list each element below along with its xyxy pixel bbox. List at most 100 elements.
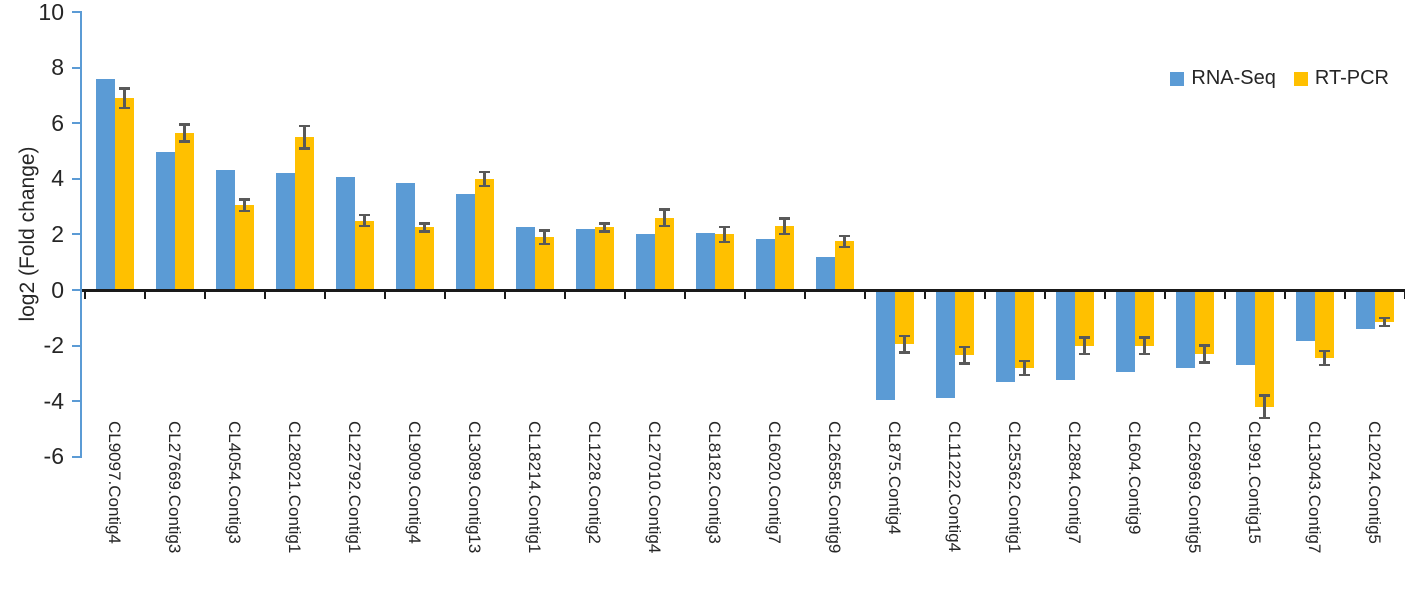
y-axis-tick xyxy=(72,344,80,347)
bar-rt-pcr xyxy=(1015,290,1034,368)
x-axis-category-label: CL991.Contig15 xyxy=(1245,421,1264,544)
error-bar-cap-bottom xyxy=(119,106,130,110)
error-bar-cap-top xyxy=(959,345,970,349)
error-bar-line xyxy=(243,199,246,211)
bar-rna-seq xyxy=(216,170,235,290)
y-axis-title: log2 (Fold change) xyxy=(16,146,39,322)
x-axis-tick xyxy=(804,291,806,299)
x-axis-tick xyxy=(744,291,746,299)
error-bar-cap-top xyxy=(119,87,130,90)
bar-rt-pcr xyxy=(475,178,494,290)
bar-rt-pcr xyxy=(415,227,434,290)
error-bar-cap-bottom xyxy=(1079,352,1090,356)
error-bar-cap-bottom xyxy=(839,245,850,249)
x-axis-category-label: CL27669.Contig3 xyxy=(165,421,184,554)
y-axis-tick-label: 2 xyxy=(51,220,64,247)
bar-rt-pcr xyxy=(655,217,674,290)
bar-rna-seq xyxy=(876,290,895,400)
bar-rna-seq xyxy=(1116,290,1135,372)
bar-rna-seq xyxy=(336,177,355,290)
y-axis-tick-label: 6 xyxy=(51,109,64,136)
error-bar-cap-bottom xyxy=(419,230,430,233)
error-bar-cap-bottom xyxy=(659,224,670,228)
error-bar-cap-top xyxy=(1199,344,1210,347)
error-bar-line xyxy=(963,346,966,364)
error-bar-line xyxy=(543,230,546,245)
y-axis-tick xyxy=(72,66,80,69)
error-bar-line xyxy=(483,171,486,186)
error-bar-cap-top xyxy=(719,225,730,229)
bar-rt-pcr xyxy=(1375,290,1394,322)
y-axis-tick xyxy=(72,177,80,180)
bar-rna-seq xyxy=(1296,290,1315,342)
error-bar-line xyxy=(1083,337,1086,354)
x-axis-category-label: CL26969.Contig5 xyxy=(1185,421,1204,554)
x-axis-tick xyxy=(684,291,686,299)
bar-rt-pcr xyxy=(115,98,134,290)
error-bar-cap-bottom xyxy=(719,240,730,244)
error-bar-line xyxy=(183,124,186,142)
error-bar-cap-top xyxy=(299,124,310,128)
error-bar-cap-top xyxy=(1079,336,1090,339)
error-bar-line xyxy=(1323,351,1326,366)
error-bar-line xyxy=(783,218,786,234)
x-axis-tick xyxy=(84,291,86,299)
bar-rt-pcr xyxy=(1135,290,1154,346)
y-axis-tick-label: -6 xyxy=(43,443,64,470)
bar-rt-pcr xyxy=(1195,290,1214,354)
error-bar-cap-bottom xyxy=(1199,361,1210,364)
error-bar-cap-bottom xyxy=(299,147,310,150)
x-axis-category-label: CL9097.Contig4 xyxy=(105,421,124,544)
error-bar-cap-bottom xyxy=(479,184,490,188)
error-bar-cap-bottom xyxy=(899,351,910,354)
error-bar-cap-bottom xyxy=(1019,373,1030,377)
x-axis-tick xyxy=(144,291,146,299)
x-axis-category-label: CL4054.Contig3 xyxy=(225,421,244,544)
error-bar-cap-bottom xyxy=(1259,416,1270,420)
bar-rna-seq xyxy=(156,152,175,290)
error-bar-line xyxy=(1143,337,1146,354)
x-axis-tick xyxy=(1284,291,1286,299)
legend-swatch-rt-pcr-icon xyxy=(1293,71,1308,86)
x-axis-tick xyxy=(1164,291,1166,299)
error-bar-line xyxy=(1023,360,1026,375)
x-axis-tick xyxy=(864,291,866,299)
y-axis-tick xyxy=(72,455,80,458)
y-axis-tick-label: 0 xyxy=(51,276,64,303)
error-bar-line xyxy=(423,223,426,232)
bar-rt-pcr xyxy=(775,226,794,290)
bar-rna-seq xyxy=(996,290,1015,382)
error-bar-cap-top xyxy=(1139,336,1150,339)
bar-rt-pcr xyxy=(235,205,254,290)
error-bar-cap-top xyxy=(1019,359,1030,363)
y-axis-tick-label: 8 xyxy=(51,54,64,81)
error-bar-cap-top xyxy=(179,123,190,126)
x-axis-tick xyxy=(1044,291,1046,299)
error-bar-cap-bottom xyxy=(1319,363,1330,367)
bar-rt-pcr xyxy=(835,241,854,290)
x-axis-category-label: CL27010.Contig4 xyxy=(645,421,664,554)
legend-label-rt-pcr: RT-PCR xyxy=(1314,67,1389,89)
x-axis-category-label: CL11222.Contig4 xyxy=(945,421,964,553)
bar-rt-pcr xyxy=(895,290,914,345)
x-axis-category-label: CL2884.Contig7 xyxy=(1065,421,1084,544)
error-bar-line xyxy=(663,209,666,227)
y-axis-tick xyxy=(72,233,80,236)
error-bar-cap-top xyxy=(659,208,670,211)
bar-rna-seq xyxy=(576,228,595,290)
error-bar-line xyxy=(123,88,126,108)
y-axis-tick-label: -2 xyxy=(43,332,64,359)
bar-rna-seq xyxy=(636,234,655,290)
x-axis-tick xyxy=(204,291,206,299)
bar-rna-seq xyxy=(1056,290,1075,381)
error-bar-cap-bottom xyxy=(539,242,550,246)
bar-rt-pcr xyxy=(355,220,374,290)
error-bar-cap-top xyxy=(839,234,850,238)
x-axis-category-label: CL875.Contig4 xyxy=(885,421,904,535)
x-axis-category-label: CL26585.Contig9 xyxy=(825,421,844,554)
x-axis-tick xyxy=(984,291,986,299)
x-axis-category-label: CL25362.Contig1 xyxy=(1005,421,1024,554)
error-bar-line xyxy=(363,214,366,227)
x-axis-tick xyxy=(264,291,266,299)
error-bar-cap-bottom xyxy=(959,362,970,365)
